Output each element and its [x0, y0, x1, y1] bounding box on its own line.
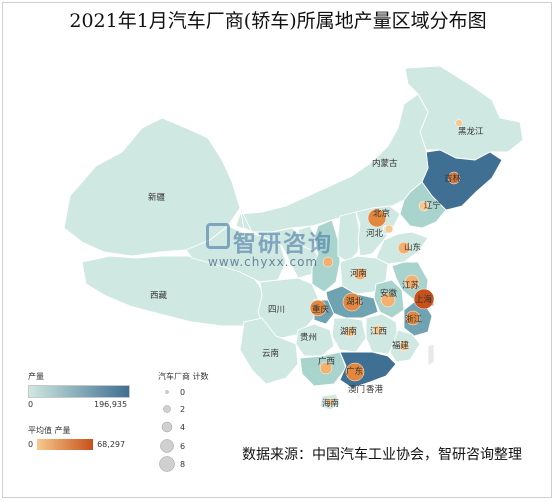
- label-yunnan: 云南: [262, 348, 279, 359]
- legend-count-circle-6: [160, 439, 174, 453]
- label-zhejiang: 浙江: [405, 314, 423, 325]
- label-shandong: 山东: [404, 242, 421, 253]
- label-jiangxi: 江西: [370, 327, 387, 337]
- legend-production-max: 196,935: [94, 400, 128, 409]
- avg-marker-jiangsu: [404, 274, 420, 290]
- province-ningxia: [297, 225, 317, 251]
- legend-production-min: 0: [28, 400, 34, 409]
- avg-marker-jiangxi: [372, 324, 384, 336]
- legend-count: 汽车厂商 计数 0 2 4 6 8: [158, 371, 209, 472]
- label-neimenggu: 内蒙古: [372, 158, 398, 169]
- legend-count-label-8: 8: [180, 460, 185, 469]
- avg-marker-hubei: [342, 292, 362, 312]
- avg-marker-liaoning: [418, 200, 430, 212]
- legend-count-circles: 0 2 4 6 8: [159, 388, 185, 472]
- province-guizhou: [295, 323, 335, 357]
- watermark-logo-icon: [206, 223, 230, 249]
- avg-marker-tianjin: [384, 224, 394, 234]
- province-sichuan: [257, 277, 319, 339]
- label-xizang: 西藏: [150, 290, 168, 301]
- province-yunnan: [239, 317, 299, 385]
- province-shanxi: [337, 211, 361, 263]
- legend-count-circle-8: [159, 456, 175, 472]
- avg-marker-hainan: [325, 397, 335, 407]
- avg-marker-shandong: [397, 241, 411, 255]
- avg-marker-beijing: [367, 208, 387, 228]
- legend-count-label-2: 2: [180, 405, 185, 414]
- data-source: 数据来源：中国汽车工业协会，智研咨询整理: [242, 447, 522, 463]
- chart-frame: [2, 2, 552, 498]
- legend-avg-production-max: 68,297: [97, 440, 126, 449]
- avg-marker-jilin: [447, 171, 461, 185]
- avg-marker-shanghai: [413, 288, 435, 310]
- label-henan: 河南: [350, 268, 367, 279]
- label-hunan: 湖南: [340, 326, 357, 337]
- avg-marker-hunan: [344, 326, 356, 338]
- avg-marker-heilongjiang: [455, 119, 463, 127]
- label-guangdong: 广东: [346, 366, 363, 377]
- legend-avg-production-title: 平均值 产量: [28, 426, 71, 435]
- label-hebei: 河北: [366, 228, 384, 239]
- legend-count-circle-4: [161, 421, 173, 433]
- legend-count-label-4: 4: [180, 423, 185, 432]
- legend-avg-production: 平均值 产量 0 68,297: [28, 425, 125, 450]
- label-guangxi: 广西: [318, 356, 335, 367]
- label-heilongjiang: 黑龙江: [458, 126, 484, 137]
- legend-count-circle-0: [165, 390, 169, 394]
- label-beijing: 北京: [373, 208, 390, 219]
- label-jiangsu: 江苏: [402, 280, 420, 291]
- avg-marker-fujian: [398, 340, 410, 352]
- legend-avg-production-gradient: [37, 439, 94, 450]
- label-xianggang: 香港: [366, 384, 384, 395]
- avg-marker-zhejiang: [405, 310, 421, 326]
- avg-marker-guangxi: [319, 361, 333, 375]
- legend-avg-production-min: 0: [28, 440, 34, 449]
- label-liaoning: 辽宁: [424, 200, 441, 211]
- label-hainan: 海南: [322, 398, 339, 409]
- label-chongqing: 重庆: [312, 304, 330, 315]
- label-xinjiang: 新疆: [148, 192, 166, 203]
- avg-marker-chongqing: [309, 299, 327, 317]
- province-shaanxi: [311, 219, 341, 293]
- legend-count-title: 汽车厂商 计数: [158, 372, 209, 381]
- legend-count-circle-2: [163, 405, 171, 413]
- legend-count-label-6: 6: [180, 442, 185, 451]
- avg-marker-shaanxi: [322, 256, 334, 268]
- avg-marker-guangdong: [345, 362, 365, 382]
- label-jilin: 吉林: [444, 173, 462, 184]
- label-fujian: 福建: [392, 340, 410, 351]
- legend-count-label-0: 0: [180, 388, 185, 397]
- label-sichuan: 四川: [268, 305, 285, 315]
- label-shanghai: 上海: [415, 294, 433, 305]
- legend-production: 产量 0 196,935: [28, 371, 168, 410]
- label-anhui: 安徽: [380, 288, 398, 299]
- watermark-brand: 智研咨询: [233, 231, 333, 257]
- province-neimenggu: [235, 93, 429, 233]
- watermark-url: www.chyxx.com: [208, 255, 319, 269]
- avg-marker-anhui: [380, 292, 396, 308]
- legend-production-title: 产量: [28, 372, 44, 381]
- avg-marker-henan: [353, 267, 367, 281]
- label-guizhou: 贵州: [300, 332, 317, 343]
- label-aomen: 澳门: [348, 384, 365, 395]
- legend-production-gradient: [28, 385, 130, 398]
- label-hubei: 湖北: [346, 297, 364, 307]
- page-title: 2021年1月汽车厂商(轿车)所属地产量区域分布图: [69, 10, 487, 32]
- province-taiwan: [427, 343, 435, 367]
